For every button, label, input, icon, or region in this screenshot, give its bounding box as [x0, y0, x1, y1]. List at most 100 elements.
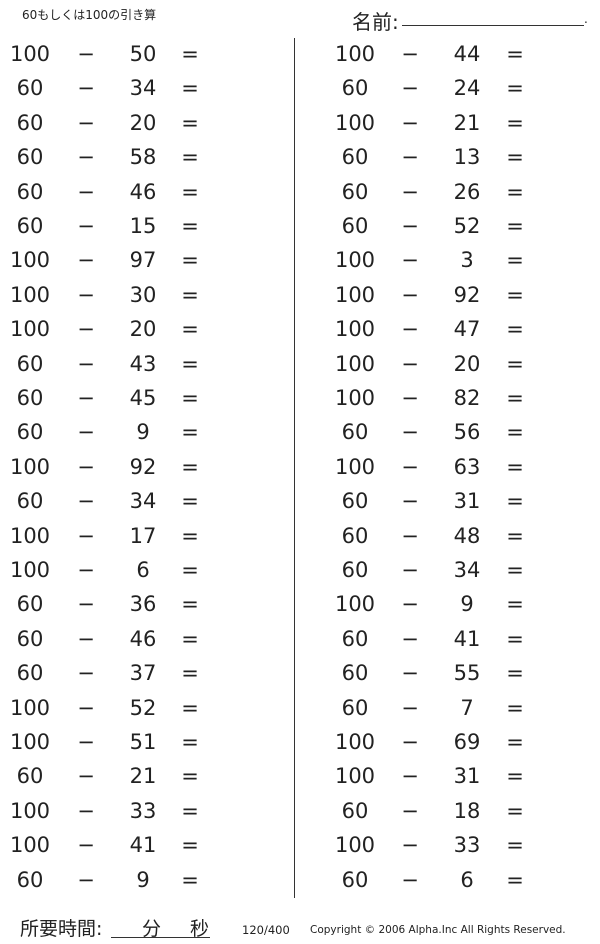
minuend: 100	[334, 386, 376, 410]
subtrahend: 9	[136, 420, 150, 445]
column-divider	[294, 38, 295, 898]
equals-sign: =	[506, 798, 524, 823]
equals-sign: =	[181, 489, 199, 514]
subtrahend: 56	[453, 420, 481, 445]
minus-sign: −	[401, 386, 419, 410]
subtrahend: 47	[453, 317, 481, 342]
subtrahend: 20	[129, 110, 157, 135]
minuend: 60	[341, 867, 369, 892]
minuend: 60	[16, 420, 44, 445]
minus-sign: −	[401, 661, 419, 686]
subtrahend: 92	[453, 282, 481, 307]
equals-sign: =	[506, 42, 524, 66]
subtrahend: 92	[129, 454, 157, 479]
subtrahend: 34	[129, 489, 157, 514]
minuend: 100	[334, 282, 376, 307]
subtrahend: 41	[129, 833, 157, 858]
subtrahend: 46	[129, 626, 157, 651]
minus-sign: −	[401, 454, 419, 479]
subtrahend: 36	[129, 592, 157, 617]
subtrahend: 33	[453, 833, 481, 858]
equals-sign: =	[181, 764, 199, 789]
equals-sign: =	[181, 558, 199, 582]
minuend: 60	[16, 592, 44, 617]
equals-sign: =	[506, 867, 524, 892]
minus-sign: −	[77, 76, 95, 101]
equals-sign: =	[181, 695, 199, 720]
subtrahend: 9	[460, 592, 474, 617]
minuend: 100	[9, 248, 51, 273]
time-label: 所要時間:	[20, 918, 103, 940]
name-label: 名前:	[352, 10, 399, 34]
equals-sign: =	[506, 282, 524, 307]
name-field[interactable]	[402, 25, 584, 26]
minus-sign: −	[401, 42, 419, 66]
page-count: 120/400	[242, 923, 290, 937]
minus-sign: −	[401, 76, 419, 101]
subtrahend: 20	[453, 351, 481, 376]
equals-sign: =	[506, 764, 524, 789]
equals-sign: =	[181, 730, 199, 754]
minus-sign: −	[77, 730, 95, 754]
minus-sign: −	[401, 145, 419, 170]
minuend: 100	[9, 558, 51, 582]
subtrahend: 97	[129, 248, 157, 273]
equals-sign: =	[506, 317, 524, 342]
subtrahend: 15	[129, 214, 157, 238]
minus-sign: −	[77, 420, 95, 445]
minus-sign: −	[77, 833, 95, 858]
equals-sign: =	[506, 592, 524, 617]
minuend: 100	[334, 592, 376, 617]
subtrahend: 58	[129, 145, 157, 170]
minus-sign: −	[401, 317, 419, 342]
subtrahend: 7	[460, 695, 474, 720]
minuend: 100	[334, 764, 376, 789]
minuend: 60	[16, 145, 44, 170]
minuend: 100	[9, 695, 51, 720]
minuend: 60	[341, 695, 369, 720]
time-field[interactable]	[111, 937, 210, 938]
equals-sign: =	[181, 214, 199, 238]
minuend: 60	[341, 214, 369, 238]
subtrahend: 20	[129, 317, 157, 342]
subtrahend: 44	[453, 42, 481, 66]
minus-sign: −	[77, 523, 95, 548]
minus-sign: −	[401, 558, 419, 582]
minus-sign: −	[401, 695, 419, 720]
equals-sign: =	[506, 454, 524, 479]
minus-sign: −	[401, 523, 419, 548]
equals-sign: =	[506, 179, 524, 204]
equals-sign: =	[506, 145, 524, 170]
minuend: 100	[334, 454, 376, 479]
equals-sign: =	[506, 558, 524, 582]
subtrahend: 43	[129, 351, 157, 376]
minuend: 100	[334, 110, 376, 135]
subtrahend: 55	[453, 661, 481, 686]
minuend: 100	[334, 317, 376, 342]
equals-sign: =	[181, 661, 199, 686]
subtrahend: 69	[453, 730, 481, 754]
minuend: 60	[341, 661, 369, 686]
subtrahend: 82	[453, 386, 481, 410]
minus-sign: −	[77, 626, 95, 651]
equals-sign: =	[181, 592, 199, 617]
equals-sign: =	[181, 42, 199, 66]
minuend: 60	[341, 798, 369, 823]
minuend: 60	[16, 76, 44, 101]
subtrahend: 52	[453, 214, 481, 238]
worksheet-title: 60もしくは100の引き算	[22, 8, 157, 22]
subtrahend: 13	[453, 145, 481, 170]
minus-sign: −	[401, 730, 419, 754]
copyright: Copyright © 2006 Alpha.Inc All Rights Re…	[310, 924, 566, 936]
minus-sign: −	[77, 661, 95, 686]
minuend: 100	[334, 833, 376, 858]
equals-sign: =	[181, 386, 199, 410]
minus-sign: −	[401, 351, 419, 376]
equals-sign: =	[181, 76, 199, 101]
minuend: 100	[9, 282, 51, 307]
minus-sign: −	[401, 110, 419, 135]
equals-sign: =	[181, 110, 199, 135]
minus-sign: −	[401, 626, 419, 651]
subtrahend: 45	[129, 386, 157, 410]
equals-sign: =	[506, 626, 524, 651]
